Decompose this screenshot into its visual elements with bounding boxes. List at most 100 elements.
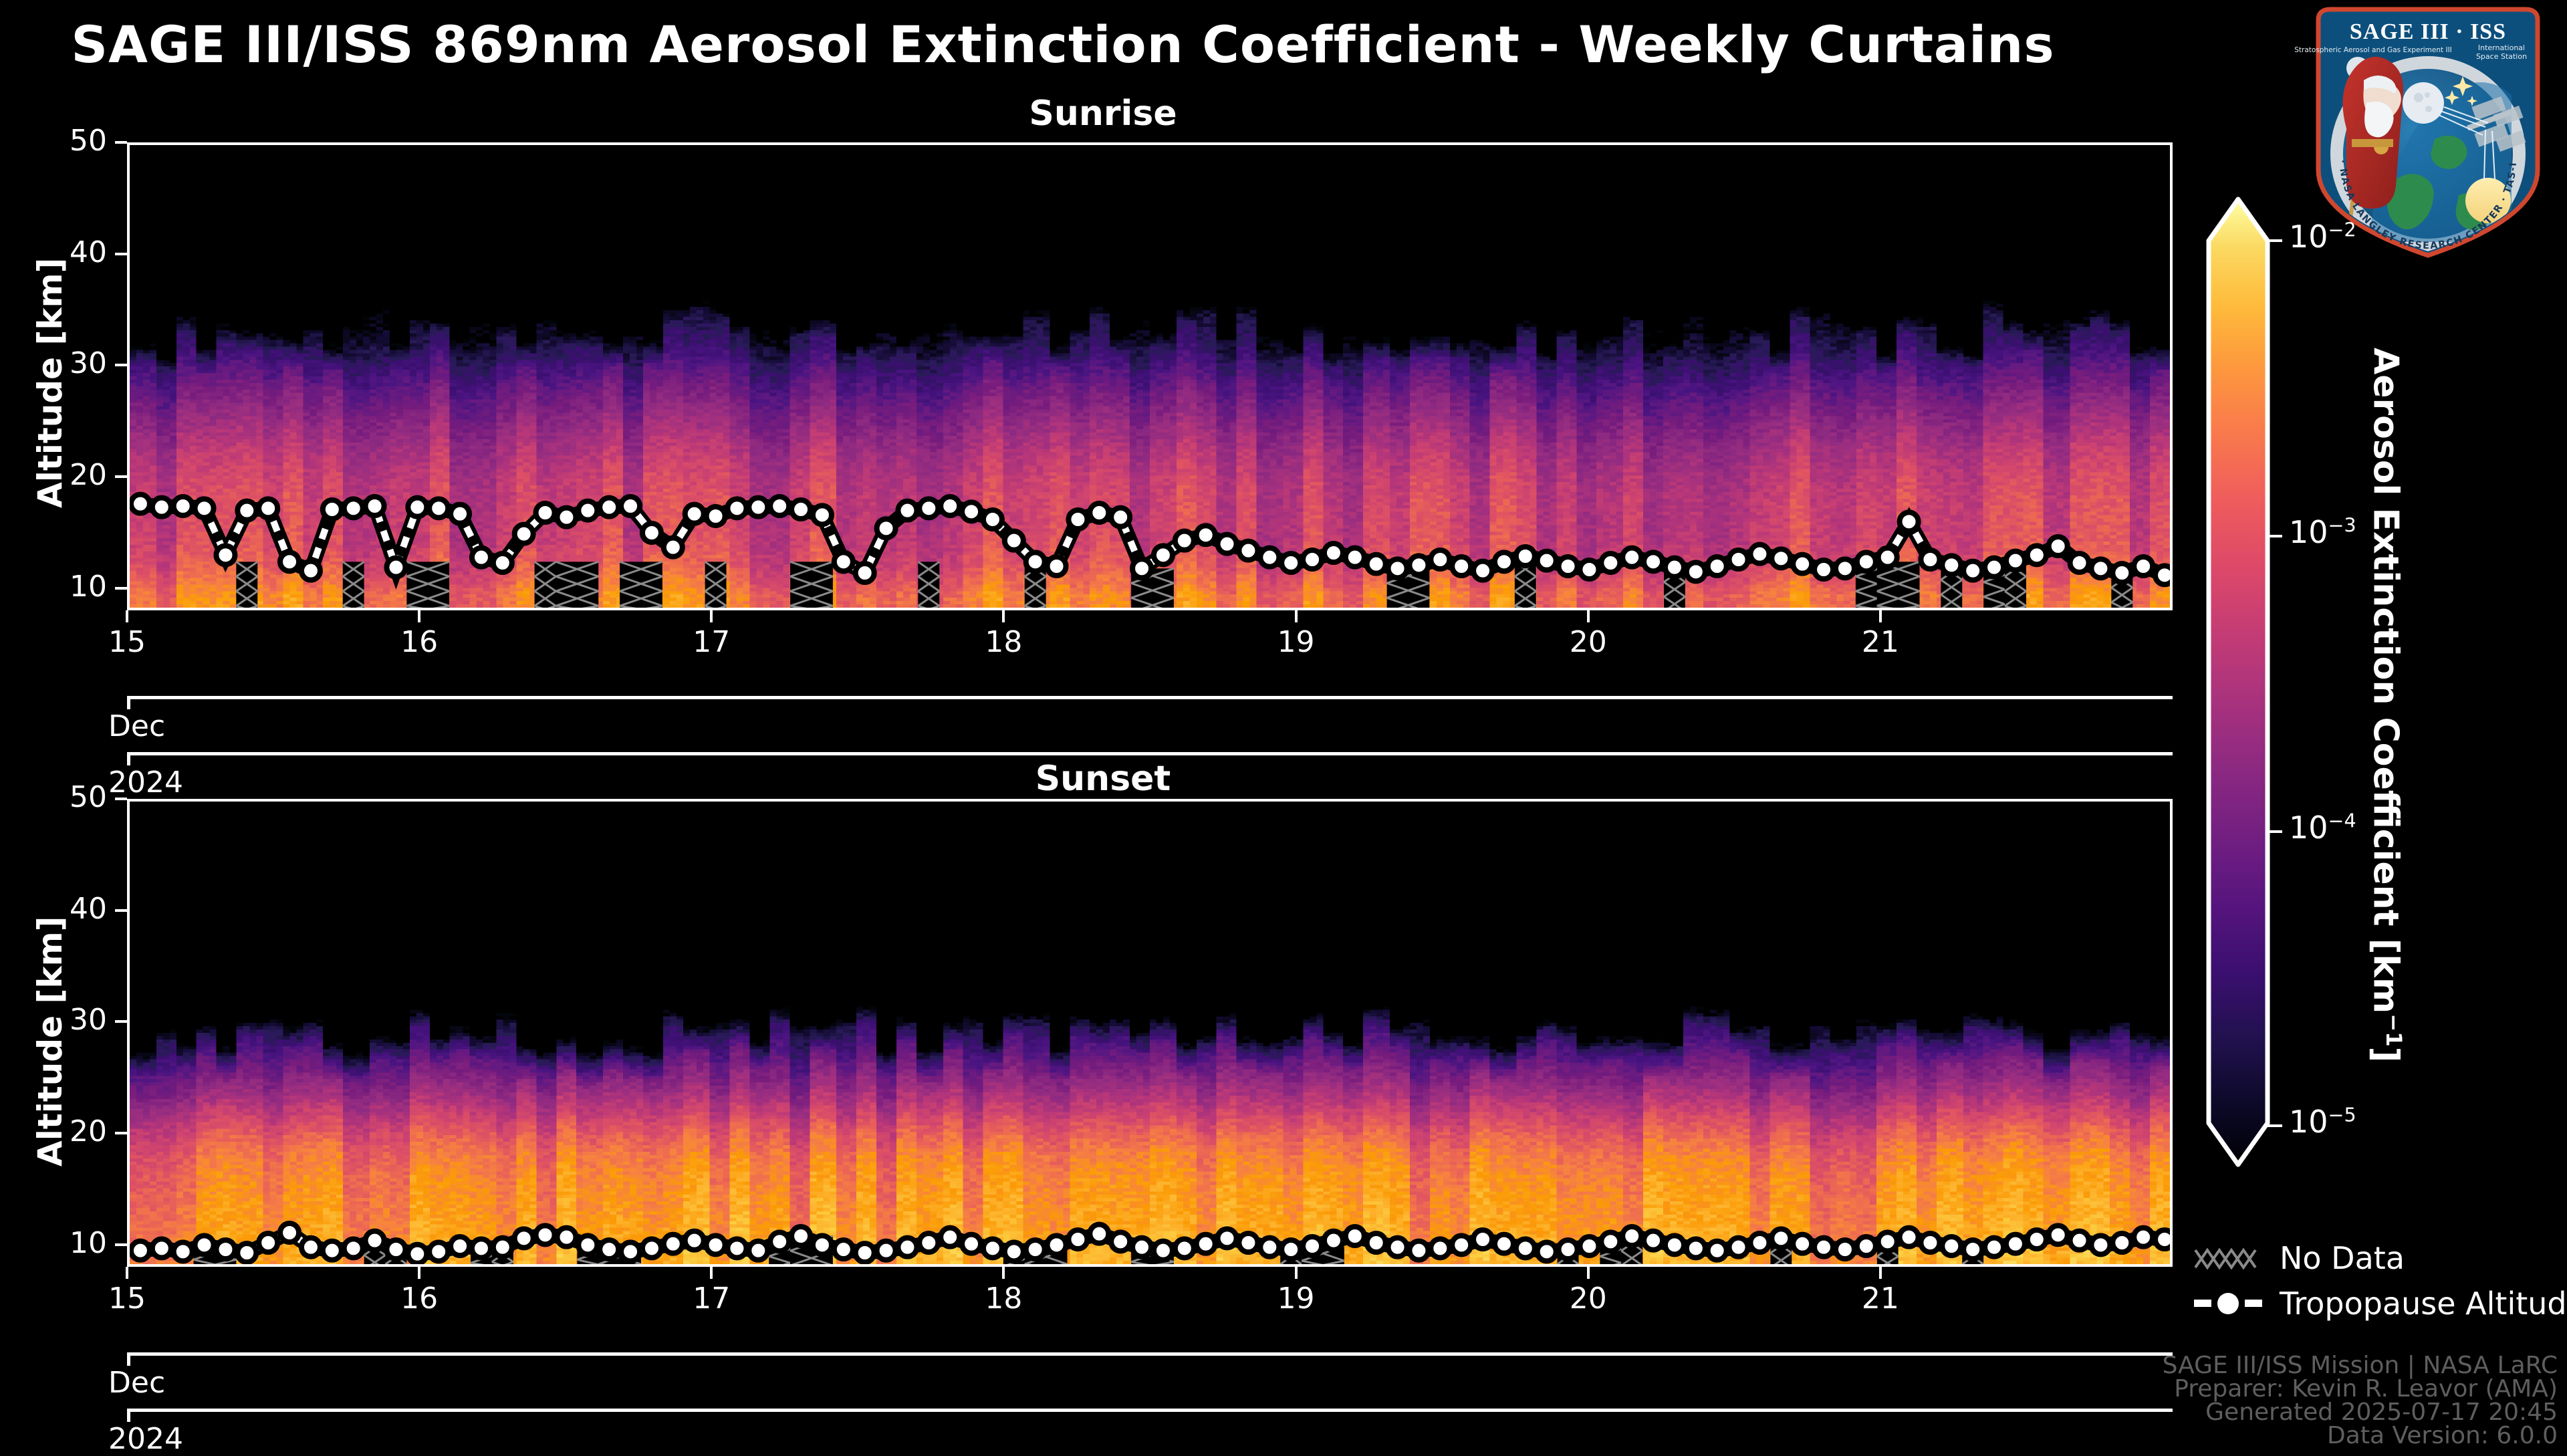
cb-base-4: 10 — [2289, 1104, 2328, 1140]
xtick-label-sunrise-15: 15 — [108, 625, 146, 659]
year-rule-sunrise — [127, 752, 2173, 755]
colorbar-tick-label-1: 10−2 — [2289, 219, 2356, 255]
tropopause-overlay — [130, 491, 2170, 608]
year-tick-sunset — [127, 1409, 130, 1422]
cb-exp-2: −3 — [2328, 514, 2356, 537]
cbar-title-exp: −1 — [2381, 1013, 2407, 1047]
month-label-sunrise: Dec — [108, 709, 166, 743]
ytick-label-sunset-20: 20 — [70, 1114, 107, 1148]
panel-title-sunset: Sunset — [1035, 759, 1171, 799]
legend-marker-tropopause — [2193, 1290, 2266, 1317]
page-title: SAGE III/ISS 869nm Aerosol Extinction Co… — [71, 15, 2055, 74]
ytick-mark-sunset-40 — [115, 908, 127, 912]
xtick-label-sunrise-16: 16 — [400, 625, 439, 659]
colorbar-tick-label-4: 10−5 — [2289, 1104, 2356, 1140]
xtick-mark-sunrise-19 — [1294, 610, 1298, 622]
ytick-label-sunset-50: 50 — [70, 780, 107, 814]
cb-exp-3: −4 — [2328, 810, 2356, 832]
heatmap-canvas-sunset — [130, 802, 2170, 1264]
year-tick-sunrise — [127, 752, 130, 765]
xtick-label-sunset-19: 19 — [1277, 1282, 1315, 1316]
xtick-mark-sunset-17 — [710, 1267, 713, 1279]
month-tick-sunrise — [127, 696, 130, 709]
xtick-label-sunrise-20: 20 — [1569, 625, 1607, 659]
year-label-sunset: 2024 — [108, 1422, 183, 1456]
month-label-sunset: Dec — [108, 1366, 166, 1400]
xtick-mark-sunset-18 — [1002, 1267, 1005, 1279]
cb-base-1: 10 — [2289, 219, 2328, 255]
ytick-label-sunrise-40: 40 — [70, 235, 107, 269]
xtick-label-sunset-21: 21 — [1861, 1282, 1899, 1316]
xtick-label-sunset-15: 15 — [108, 1282, 146, 1316]
colorbar-tickmark-1 — [2268, 239, 2282, 242]
credit-line-1: SAGE III/ISS Mission | NASA LaRC — [2162, 1352, 2558, 1379]
logo-subtitle-left: Stratospheric Aerosol and Gas Experiment… — [2294, 46, 2452, 54]
month-rule-sunset — [127, 1352, 2173, 1356]
ytick-label-sunrise-10: 10 — [70, 569, 107, 604]
credit-line-2: Preparer: Kevin R. Leavor (AMA) — [2174, 1375, 2558, 1403]
xtick-label-sunset-18: 18 — [985, 1282, 1023, 1316]
ytick-mark-sunrise-10 — [115, 586, 127, 590]
cbar-title-tail: ] — [2365, 1046, 2406, 1063]
ytick-mark-sunrise-30 — [115, 364, 127, 367]
ytick-mark-sunrise-20 — [115, 475, 127, 478]
logo-moon — [2403, 82, 2444, 124]
xtick-mark-sunrise-18 — [1002, 610, 1005, 622]
logo-subtitle-right-2: Space Station — [2476, 52, 2527, 61]
ytick-mark-sunrise-40 — [115, 252, 127, 255]
ytick-label-sunrise-20: 20 — [70, 458, 107, 492]
logo-sight-lines — [2438, 106, 2495, 181]
colorbar-tick-label-2: 10−3 — [2289, 514, 2356, 550]
year-rule-sunset — [127, 1409, 2173, 1412]
cb-base-3: 10 — [2289, 810, 2328, 846]
cbar-title-base: Aerosol Extinction Coefficient [km — [2365, 348, 2406, 1014]
ytick-label-sunrise-30: 30 — [70, 346, 107, 381]
ytick-label-sunset-10: 10 — [70, 1225, 107, 1260]
xtick-label-sunrise-17: 17 — [693, 625, 731, 659]
tropopause-markers — [130, 491, 2170, 588]
xtick-mark-sunset-21 — [1878, 1267, 1882, 1279]
logo-stars — [2445, 76, 2477, 106]
colorbar[interactable] — [2199, 194, 2280, 1170]
colorbar-tickmark-3 — [2268, 830, 2282, 833]
cb-exp-1: −2 — [2328, 219, 2356, 241]
legend-marker-no-data — [2193, 1245, 2266, 1271]
xtick-mark-sunrise-17 — [710, 610, 713, 622]
ytick-mark-sunset-10 — [115, 1243, 127, 1246]
ytick-mark-sunset-20 — [115, 1132, 127, 1134]
colorbar-svg — [2206, 197, 2270, 1167]
year-label-sunrise: 2024 — [108, 765, 183, 800]
cb-base-2: 10 — [2289, 514, 2328, 550]
xtick-mark-sunset-19 — [1294, 1267, 1298, 1279]
logo-sun — [2465, 178, 2511, 223]
heatmap-plot-sunrise[interactable] — [127, 142, 2173, 610]
logo-title: SAGE III · ISS — [2350, 19, 2506, 44]
ytick-label-sunset-30: 30 — [70, 1003, 107, 1038]
xtick-mark-sunset-15 — [126, 1267, 128, 1279]
xtick-mark-sunset-16 — [418, 1267, 421, 1279]
xtick-mark-sunrise-16 — [418, 610, 421, 622]
legend-label-tropopause: Tropopause Altitude — [2280, 1286, 2567, 1322]
colorbar-title: Aerosol Extinction Coefficient [km−1] — [2366, 348, 2407, 1062]
xtick-mark-sunrise-21 — [1878, 610, 1882, 622]
xtick-mark-sunrise-15 — [126, 610, 128, 622]
xtick-label-sunset-16: 16 — [400, 1282, 439, 1316]
tropopause-markers — [130, 1221, 2170, 1264]
colorbar-tickmark-4 — [2268, 1124, 2282, 1127]
heatmap-plot-sunset[interactable] — [127, 799, 2173, 1267]
tropopause-overlay — [130, 1221, 2170, 1264]
no-data-hatch — [235, 560, 2134, 608]
credit-line-4: Data Version: 6.0.0 — [2327, 1422, 2558, 1449]
logo-figure — [2342, 56, 2404, 234]
ytick-label-sunset-40: 40 — [70, 891, 107, 926]
ytick-mark-sunrise-50 — [115, 141, 127, 144]
sage3-iss-logo: SAGE III · ISS Stratospheric Aerosol and… — [2290, 0, 2562, 262]
colorbar-gradient — [2206, 197, 2270, 1167]
month-rule-sunrise — [127, 696, 2173, 699]
month-tick-sunset — [127, 1352, 130, 1366]
cb-exp-4: −5 — [2328, 1104, 2356, 1126]
xtick-label-sunrise-18: 18 — [985, 625, 1023, 659]
legend-label-no-data: No Data — [2280, 1240, 2405, 1276]
xtick-label-sunset-17: 17 — [693, 1282, 731, 1316]
logo-svg: SAGE III · ISS Stratospheric Aerosol and… — [2290, 0, 2540, 258]
